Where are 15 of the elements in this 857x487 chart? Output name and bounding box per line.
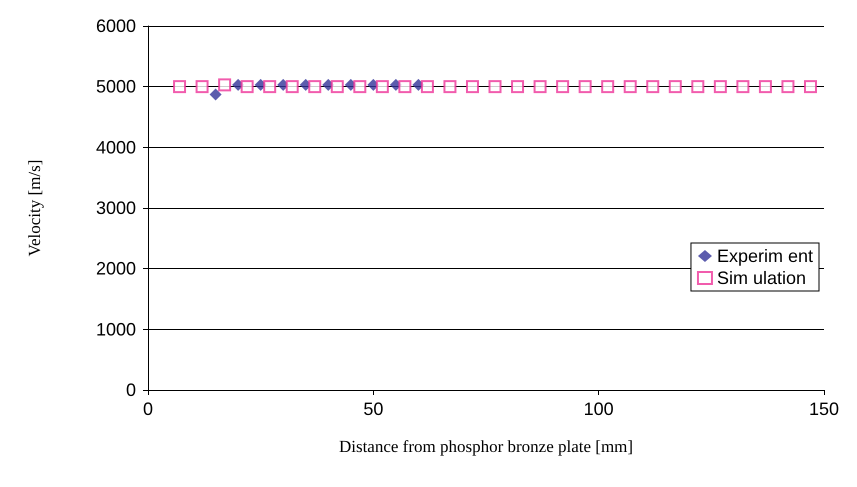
legend-label: Sim ulation [716,268,806,288]
y-tick-label: 3000 [96,198,136,218]
y-tick-label: 4000 [96,137,136,158]
x-tick-label: 50 [363,399,384,419]
y-tick-label: 1000 [96,319,136,340]
x-axis-title: Distance from phosphor bronze plate [mm] [338,437,634,456]
y-axis-title: Velocity [m/s] [25,160,44,256]
y-tick-label: 6000 [96,16,136,36]
x-tick-label: 0 [142,399,154,419]
y-tick-label: 2000 [96,258,136,279]
legend-label: Experim ent [716,246,814,266]
y-tick-label: 5000 [96,76,136,97]
x-tick-label: 150 [808,399,840,419]
x-tick-label: 100 [584,399,614,419]
y-tick-label: 0 [126,380,136,400]
